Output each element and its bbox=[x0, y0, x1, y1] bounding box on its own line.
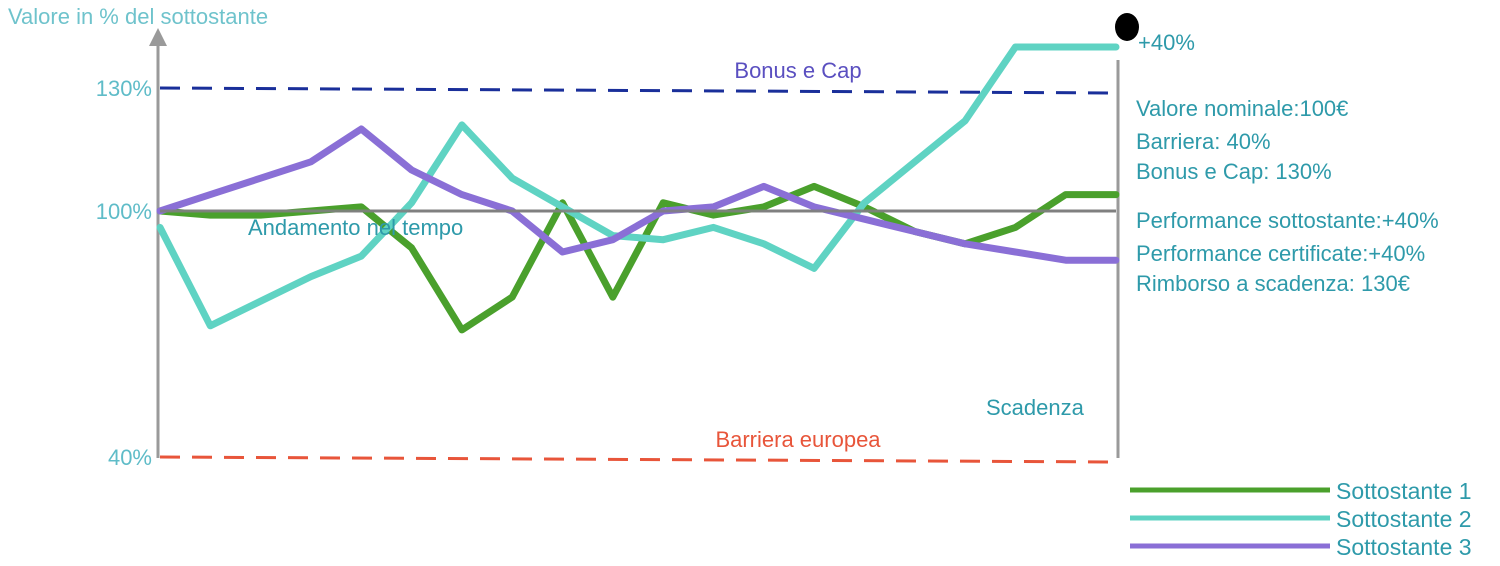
series-lines bbox=[156, 43, 1120, 334]
end-point-marker bbox=[1115, 13, 1139, 41]
series-line bbox=[156, 43, 1120, 330]
end-point-label: +40% bbox=[1138, 30, 1195, 55]
reference-line-label: Barriera europea bbox=[715, 427, 881, 452]
series-line bbox=[156, 182, 1120, 334]
y-tick-label: 100% bbox=[96, 199, 152, 224]
info-line: Bonus e Cap: 130% bbox=[1136, 159, 1332, 184]
x-axis-label: Andamento nel tempo bbox=[248, 215, 463, 240]
series-line bbox=[156, 125, 1120, 264]
legend-label: Sottostante 1 bbox=[1336, 478, 1472, 504]
legend-label: Sottostante 3 bbox=[1336, 534, 1472, 560]
y-axis-title: Valore in % del sottostante bbox=[8, 4, 268, 29]
maturity-label: Scadenza bbox=[986, 395, 1085, 420]
info-line: Barriera: 40% bbox=[1136, 129, 1271, 154]
y-tick-label: 130% bbox=[96, 76, 152, 101]
reference-line bbox=[159, 86, 1117, 95]
legend-label: Sottostante 2 bbox=[1336, 506, 1472, 532]
y-tick-label: 40% bbox=[108, 445, 152, 470]
info-line: Rimborso a scadenza: 130€ bbox=[1136, 271, 1410, 296]
reference-lines: Bonus e Cap Barriera europea bbox=[159, 58, 1117, 464]
y-axis-arrow-icon bbox=[149, 28, 167, 46]
y-tick-labels: 130% 100% 40% bbox=[96, 76, 152, 470]
info-line: Performance certificate:+40% bbox=[1136, 241, 1425, 266]
reference-line bbox=[159, 455, 1117, 464]
info-box: Valore nominale:100€ Barriera: 40% Bonus e… bbox=[1136, 96, 1439, 296]
info-line: Performance sottostante:+40% bbox=[1136, 208, 1439, 233]
reference-line-label: Bonus e Cap bbox=[734, 58, 861, 83]
info-line: Valore nominale:100€ bbox=[1136, 96, 1348, 121]
